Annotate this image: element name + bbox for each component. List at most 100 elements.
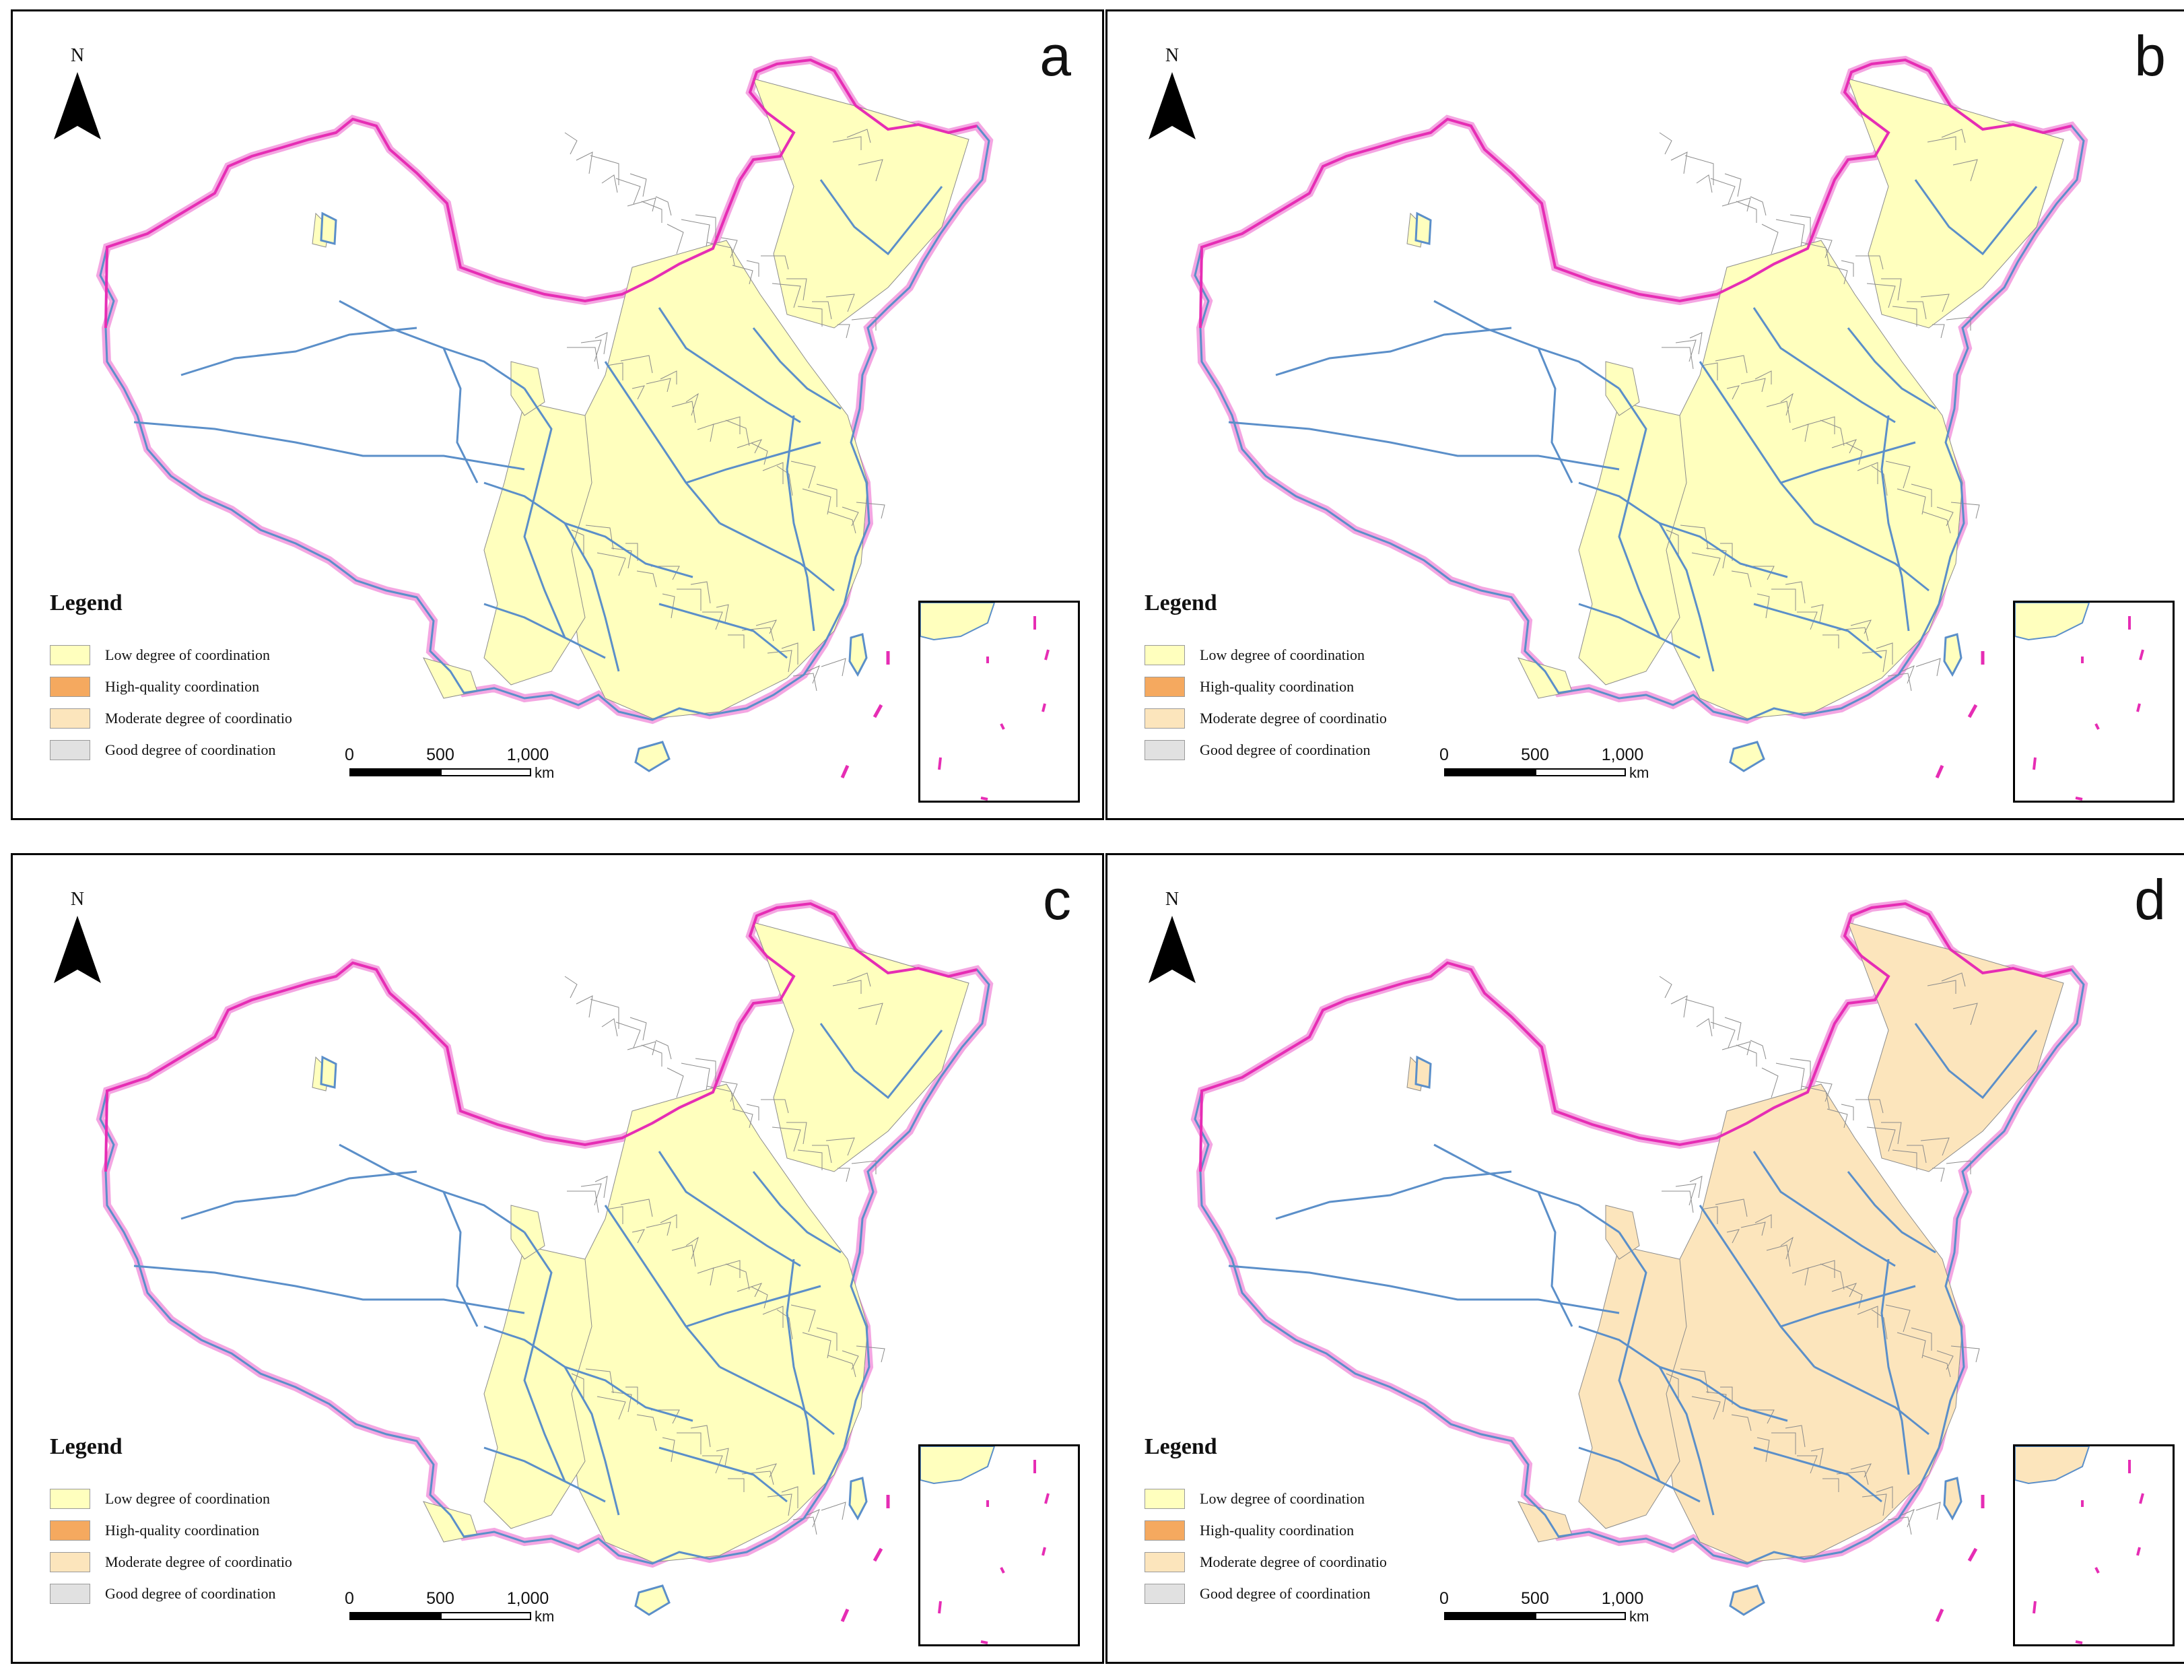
- prefecture-boundary: [667, 1067, 684, 1098]
- province-boundary: [1537, 347, 1573, 483]
- prefecture-boundary: [716, 1448, 729, 1467]
- province-boundary: [1618, 1232, 1661, 1482]
- prefecture-boundary: [755, 619, 777, 634]
- taiwan-island: [848, 1477, 868, 1521]
- prefecture-boundary: [1920, 1137, 1950, 1156]
- prefecture-boundary: [702, 611, 723, 630]
- prefecture-boundary: [746, 260, 759, 277]
- prefecture-boundary: [1907, 301, 1927, 320]
- prefecture-region: [1605, 1205, 1640, 1260]
- legend-item: Moderate degree of coordinatio: [1145, 702, 1461, 734]
- prefecture-boundary: [1922, 1355, 1951, 1378]
- prefecture-boundary: [856, 502, 885, 519]
- national-border-north: [1199, 902, 2072, 1172]
- prefecture-boundary: [620, 1199, 653, 1217]
- prefecture-boundary: [807, 1509, 820, 1528]
- province-boundary: [1578, 481, 1788, 578]
- province-boundary: [719, 522, 835, 592]
- prefecture-boundary: [1720, 543, 1733, 561]
- prefecture-boundary: [1946, 1160, 1971, 1174]
- prefecture-boundary: [1736, 201, 1757, 223]
- prefecture-boundary: [790, 1304, 816, 1333]
- prefecture-boundary: [1920, 294, 1950, 312]
- prefecture-boundary: [1831, 1283, 1857, 1298]
- prefecture-boundary: [1881, 278, 1902, 301]
- prefecture-boundary: [1885, 461, 1911, 489]
- legend-item: High-quality coordination: [50, 1514, 366, 1546]
- prefecture-region: [510, 361, 545, 416]
- legend: Legend Low degree of coordination High-qu…: [50, 591, 366, 766]
- prefecture-boundary: [1756, 593, 1770, 619]
- prefecture-boundary: [827, 1355, 856, 1378]
- scale-segment-empty: [1535, 768, 1626, 776]
- taiwan-island: [1943, 1477, 1963, 1521]
- prefecture-boundary: [1705, 547, 1727, 569]
- prefecture-boundary: [594, 1176, 608, 1199]
- map-panel-a: a N Legend Low degree of coordination Hig…: [11, 9, 1104, 820]
- prefecture-boundary: [1876, 642, 1893, 665]
- prefecture-boundary: [1827, 265, 1848, 285]
- province-boundary: [483, 1325, 693, 1422]
- province-boundary: [564, 523, 620, 672]
- province-boundary: [819, 1023, 943, 1100]
- province-boundary: [1814, 1366, 1930, 1436]
- prefecture-boundary: [1675, 1183, 1697, 1206]
- prefecture-boundary: [1845, 442, 1863, 465]
- province-boundary: [1699, 361, 1816, 524]
- inset-boundary-dash: [1044, 1493, 1050, 1504]
- prefecture-boundary: [1841, 1104, 1854, 1120]
- scale-segment-empty: [440, 768, 531, 776]
- prefecture-boundary: [1871, 1309, 1888, 1340]
- prefecture-boundary: [1911, 483, 1932, 507]
- prefecture-boundary: [1855, 1099, 1884, 1114]
- prefecture-boundary: [1740, 378, 1766, 393]
- inset-boundary-dash: [1000, 1567, 1005, 1574]
- sea-boundary-dash: [1935, 1608, 1944, 1623]
- inset-coast: [2015, 603, 2090, 641]
- taiwan-island: [1943, 633, 1963, 677]
- province-boundary: [658, 1151, 801, 1267]
- legend-title: Legend: [50, 1434, 123, 1459]
- legend-item: High-quality coordination: [1145, 671, 1461, 702]
- prefecture-boundary: [702, 1455, 723, 1474]
- prefecture-boundary: [761, 255, 789, 270]
- prefecture-boundary: [842, 506, 859, 527]
- south-china-sea-inset: [918, 1444, 1080, 1646]
- prefecture-boundary: [1771, 589, 1796, 611]
- legend-swatch: [1145, 644, 1185, 665]
- prefecture-boundary: [1659, 976, 1672, 999]
- legend-swatch: [50, 739, 90, 760]
- legend-swatch: [1145, 1583, 1185, 1604]
- prefecture-boundary: [590, 999, 619, 1029]
- province-boundary: [1780, 441, 1916, 484]
- scale-tick-label: 0: [345, 745, 354, 764]
- prefecture-boundary: [1952, 1003, 1978, 1026]
- prefecture-boundary: [802, 1332, 831, 1359]
- legend-item: Good degree of coordination: [50, 734, 366, 766]
- prefecture-boundary: [629, 173, 647, 197]
- prefecture-boundary: [1820, 1263, 1845, 1290]
- inset-boundary-dash: [2033, 1601, 2037, 1614]
- prefecture-boundary: [1724, 1017, 1742, 1041]
- scale-segment-filled: [1444, 1612, 1535, 1620]
- prefecture-boundary: [1911, 1327, 1932, 1351]
- scale-tick-label: 500: [426, 745, 454, 764]
- province-boundary: [1658, 523, 1715, 672]
- province-boundary: [523, 1232, 566, 1482]
- prefecture-boundary: [1845, 1286, 1863, 1309]
- prefecture-boundary: [1881, 1122, 1902, 1145]
- prefecture-boundary: [832, 980, 862, 994]
- prefecture-boundary: [1659, 132, 1672, 155]
- prefecture-region: [510, 1205, 545, 1260]
- prefecture-boundary: [671, 401, 696, 424]
- prefecture-boundary: [1670, 995, 1688, 1018]
- inset-boundary-dash: [938, 757, 942, 770]
- province-boundary: [786, 415, 815, 632]
- scale-tick-label: 500: [1521, 745, 1549, 764]
- scale-segment-empty: [440, 1612, 531, 1620]
- legend-swatch: [50, 676, 90, 697]
- north-letter: N: [1165, 45, 1180, 66]
- prefecture-boundary: [1780, 1236, 1794, 1260]
- prefecture-boundary: [1675, 339, 1697, 362]
- legend-label: Good degree of coordination: [105, 1584, 276, 1602]
